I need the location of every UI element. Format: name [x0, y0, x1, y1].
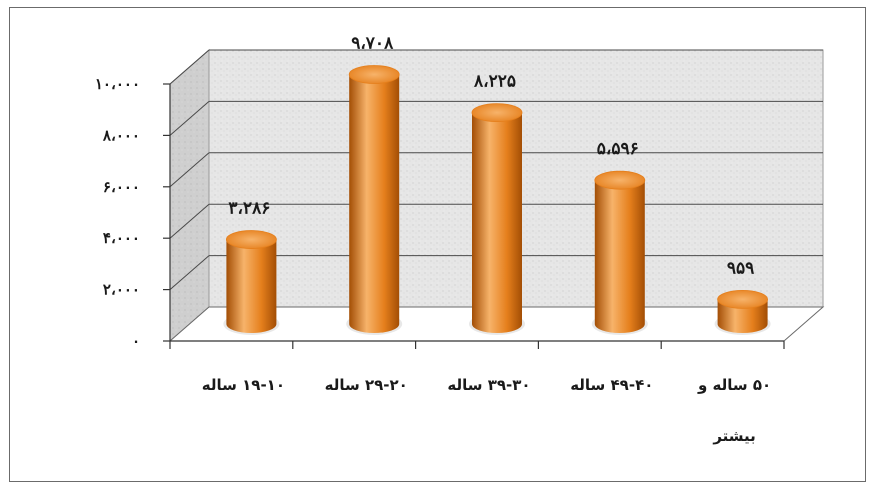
bar-body — [472, 113, 522, 333]
data-label: ۹،۷۰۸ — [351, 34, 394, 54]
y-tick-label: ۲،۰۰۰ — [103, 281, 140, 299]
bar-body — [349, 75, 399, 333]
bar-top — [349, 66, 399, 84]
y-tick-label: ۴،۰۰۰ — [103, 229, 140, 247]
y-tick-label: ۰ — [132, 332, 140, 350]
y-tick-label: ۱۰،۰۰۰ — [95, 75, 140, 93]
side-wall — [170, 50, 209, 341]
data-label: ۳،۲۸۶ — [228, 199, 270, 219]
chart-frame: ۰ ۲،۰۰۰ ۴،۰۰۰ ۶،۰۰۰ ۸،۰۰۰ ۱۰،۰۰۰ ۳،۲۸۶ ۹،۷۰۸ ۸،… — [9, 7, 866, 482]
bar — [223, 231, 279, 335]
bar-body — [595, 180, 645, 333]
x-axis-labels: ۱۹-۱۰ ساله ۲۹-۲۰ ساله ۳۹-۳۰ ساله ۴۹-۴۰ ساله… — [202, 376, 771, 445]
bar — [592, 171, 648, 335]
x-tick-label: ۳۹-۳۰ ساله — [447, 376, 530, 394]
y-tick-label: ۶،۰۰۰ — [103, 178, 140, 196]
data-label: ۸،۲۲۵ — [473, 72, 516, 92]
bar-top — [595, 171, 645, 189]
bar-top — [472, 104, 522, 122]
bar — [469, 104, 525, 335]
bar-top — [718, 290, 768, 308]
x-tick-label: بیشتر — [712, 427, 755, 445]
x-tick-label: ۱۹-۱۰ ساله — [202, 376, 285, 394]
x-tick-label: ۵۰ ساله و — [697, 376, 771, 394]
bar-body — [226, 240, 276, 333]
data-label: ۵،۵۹۶ — [597, 139, 639, 159]
bar — [346, 66, 402, 335]
x-tick-label: ۲۹-۲۰ ساله — [325, 376, 408, 394]
y-tick-label: ۸،۰۰۰ — [102, 126, 140, 144]
bar — [715, 290, 771, 335]
data-label: ۹۵۹ — [727, 258, 754, 278]
bar-chart: ۰ ۲،۰۰۰ ۴،۰۰۰ ۶،۰۰۰ ۸،۰۰۰ ۱۰،۰۰۰ ۳،۲۸۶ ۹،۷۰۸ ۸،… — [10, 8, 865, 481]
x-tick-label: ۴۹-۴۰ ساله — [570, 376, 653, 394]
bar-top — [226, 231, 276, 249]
